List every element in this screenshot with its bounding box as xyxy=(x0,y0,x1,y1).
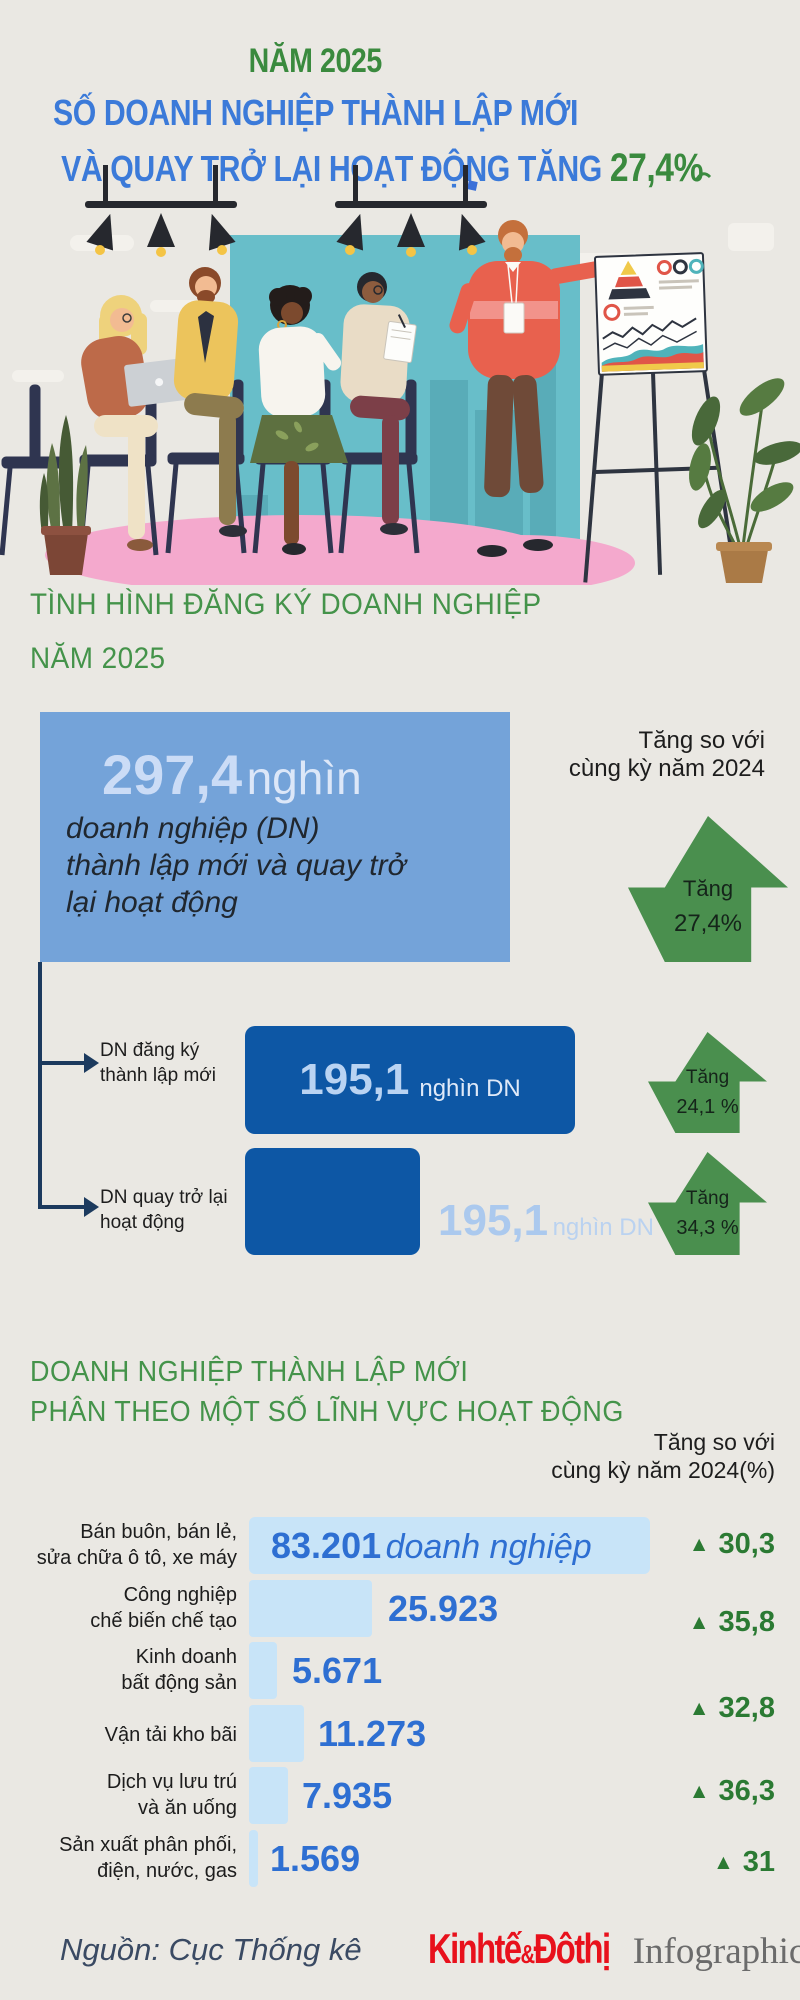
branch-arrow-icon xyxy=(84,1197,99,1217)
logo-kinhtedothi: Kinhtế&Đôthị xyxy=(428,1925,611,1972)
presenter-figure xyxy=(449,220,614,557)
summary-value: 297,4 xyxy=(102,743,243,806)
triangle-up-icon: ▲ xyxy=(688,1610,710,1634)
connector-branch-2 xyxy=(38,1205,84,1209)
title-highlight: 27,4% xyxy=(609,146,704,190)
audience-figure-woman-laptop xyxy=(81,295,195,551)
branch-arrow-icon xyxy=(84,1053,99,1073)
chart-bar xyxy=(249,1642,277,1699)
chart-bar: 83.201 doanh nghiệp xyxy=(249,1517,650,1574)
chart-value: 7.935 xyxy=(302,1775,393,1816)
section2-heading-line2: PHÂN THEO MỘT SỐ LĨNH VỰC HOẠT ĐỘNG xyxy=(30,1396,624,1428)
bar-returning xyxy=(245,1148,420,1255)
pct-badge: ▲ 32,8 xyxy=(688,1692,775,1724)
section1-heading-line1: TÌNH HÌNH ĐĂNG KÝ DOANH NGHIỆP xyxy=(30,588,542,621)
logo-infographics: Infographics xyxy=(632,1931,800,1972)
title-prefix: VÀ QUAY TRỞ LẠI HOẠT ĐỘNG TĂNG xyxy=(61,148,610,189)
section1-heading-line2: NĂM 2025 xyxy=(30,642,166,675)
plant-right-icon xyxy=(689,378,800,583)
triangle-up-icon: ▲ xyxy=(688,1696,710,1720)
compare-label-2024: Tăng so với cùng kỳ năm 2024 xyxy=(568,727,765,782)
connector-line xyxy=(38,962,42,1209)
flow-label-new: DN đăng ký thành lập mới xyxy=(100,1040,216,1086)
page-title-line2: VÀ QUAY TRỞ LẠI HOẠT ĐỘNG TĂNG 27,4% xyxy=(0,146,703,191)
publisher-logo: Kinhtế&Đôthị Infographics xyxy=(428,1925,800,1973)
chart-bar xyxy=(249,1705,304,1762)
chart-label-ban-buon: Bán buôn, bán lẻ, sửa chữa ô tô, xe máy xyxy=(36,1521,237,1569)
triangle-up-icon: ▲ xyxy=(712,1850,734,1874)
chart-value: 25.923 xyxy=(388,1588,499,1629)
summary-description: doanh nghiệp (DN) thành lập mới và quay … xyxy=(66,812,406,919)
audience-figure-man-blazer xyxy=(340,272,417,535)
summary-box: 297,4 nghìn doanh nghiệp (DN) thành lập … xyxy=(40,712,510,962)
summary-unit: nghìn xyxy=(246,752,362,804)
meeting-illustration xyxy=(0,165,800,585)
chart-label-san-xuat: Sản xuất phân phối, điện, nước, gas xyxy=(59,1834,237,1882)
pct-badge: ▲ 35,8 xyxy=(688,1606,775,1638)
flow-label-returning: DN quay trở lại hoạt động xyxy=(100,1187,228,1233)
page-year-title: NĂM 2025 xyxy=(0,42,630,81)
connector-branch-1 xyxy=(38,1061,84,1065)
value-returning: 195,1 nghìn DN xyxy=(438,1196,654,1245)
chart-bar xyxy=(249,1580,372,1637)
audience-figure-man-yellow xyxy=(173,267,247,537)
year-text: NĂM 2025 xyxy=(248,42,382,80)
chart-label-luu-tru: Dịch vụ lưu trú và ăn uống xyxy=(106,1771,237,1819)
pct-badge: ▲ 36,3 xyxy=(688,1775,775,1807)
confetti-blue-icon xyxy=(467,180,478,191)
chart-label-bat-dong-san: Kinh doanh bất động sản xyxy=(121,1646,237,1694)
growth-arrow-new-icon: Tăng 24,1 % xyxy=(648,1032,767,1133)
triangle-up-icon: ▲ xyxy=(688,1779,710,1803)
section2-heading-line1: DOANH NGHIỆP THÀNH LẬP MỚI xyxy=(30,1356,469,1388)
pct-badge: ▲ 31 xyxy=(712,1846,775,1878)
page-title-line1: SỐ DOANH NGHIỆP THÀNH LẬP MỚI xyxy=(52,92,578,133)
bar-new-registrations: 195,1 nghìn DN xyxy=(245,1026,575,1134)
triangle-up-icon: ▲ xyxy=(688,1532,710,1556)
growth-arrow-total-icon: Tăng 27,4% xyxy=(628,816,788,962)
pct-badge: ▲ 30,3 xyxy=(688,1528,775,1560)
plant-left-icon xyxy=(39,415,91,575)
chart-value: 5.671 xyxy=(292,1650,383,1691)
chart-value: 11.273 xyxy=(318,1713,427,1754)
chart-label-van-tai: Vận tải kho bãi xyxy=(104,1724,237,1746)
chart-bar xyxy=(249,1767,288,1824)
chart-bar xyxy=(249,1830,258,1887)
source-credit: Nguồn: Cục Thống kê xyxy=(60,1932,362,1967)
chart-label-cong-nghiep: Công nghiệp chế biến chế tạo xyxy=(90,1584,237,1632)
chart-value: 1.569 xyxy=(270,1838,361,1879)
track-light-icon xyxy=(335,165,487,257)
confetti-green-icon xyxy=(694,172,712,182)
track-light-icon xyxy=(85,165,237,257)
growth-arrow-returning-icon: Tăng 34,3 % xyxy=(648,1152,767,1255)
audience-figure-woman-white xyxy=(250,285,348,555)
summary-value-line: 297,4 nghìn xyxy=(102,742,362,807)
compare-label-2024-pct: Tăng so với cùng kỳ năm 2024(%) xyxy=(551,1429,775,1483)
